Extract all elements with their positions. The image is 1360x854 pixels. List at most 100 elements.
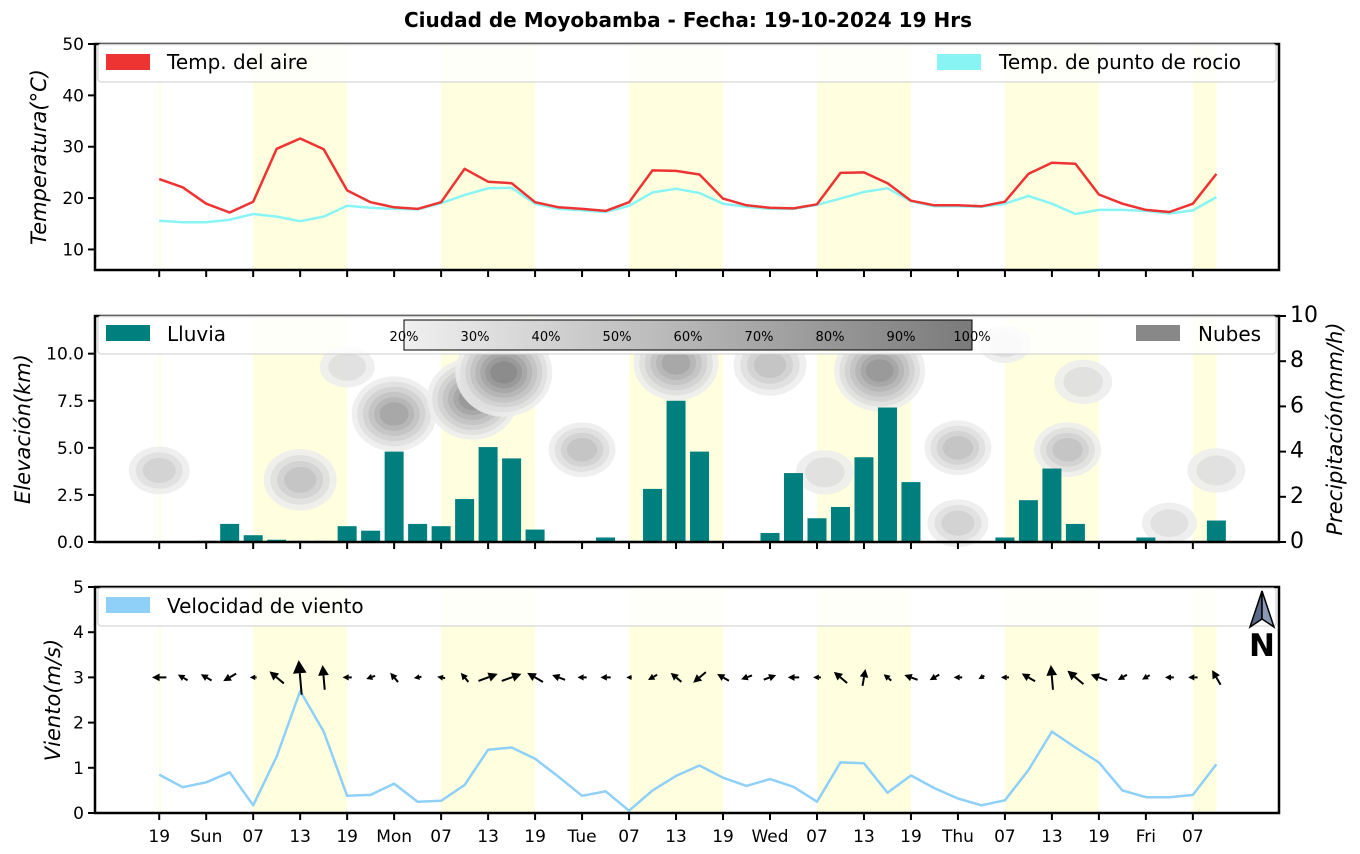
wind-arrow	[813, 674, 821, 681]
air-temp-line-point	[369, 201, 372, 204]
wind-arrow-shaft	[501, 676, 513, 682]
wind-arrow-head	[600, 674, 607, 681]
cloud-contour	[865, 359, 894, 382]
rain-bar	[525, 529, 545, 542]
wind-arrow-head	[1000, 674, 1007, 681]
legend-label-dew-point: Temp. de punto de rocio	[998, 50, 1241, 74]
air-temp-line-point	[1074, 162, 1077, 165]
wind-arrow-shaft	[1050, 675, 1054, 690]
wind-arrow-head	[1067, 670, 1078, 681]
x-tick-label: 19	[524, 827, 546, 847]
air-temp-line-point	[510, 182, 513, 185]
wind-arrow-head	[1117, 673, 1126, 681]
wind-speed-line-point	[158, 773, 161, 776]
wind-arrow-head	[269, 671, 280, 681]
dew-point-line-point	[228, 218, 231, 221]
air-temp-line-point	[557, 206, 560, 209]
wind-speed-line-point	[909, 774, 912, 777]
air-temp-line-point	[1097, 193, 1100, 196]
wind-speed-line-point	[440, 799, 443, 802]
wind-arrow-head	[223, 673, 232, 682]
wind-arrow-head	[1188, 674, 1195, 681]
wind-speed-line-point	[369, 793, 372, 796]
y-tick-label: 0	[73, 804, 84, 824]
y-tick-label: 0.0	[57, 533, 84, 553]
wind-arrow-shaft	[982, 674, 985, 678]
air-temp-line-point	[933, 204, 936, 207]
wind-frame	[93, 585, 1281, 815]
wind-arrow-head	[318, 665, 329, 676]
y-tick-label: 50	[62, 35, 84, 55]
day-band	[159, 316, 161, 542]
rain-bar	[830, 506, 850, 542]
air-temp-line-point	[604, 209, 607, 212]
rain-bar	[1018, 500, 1038, 542]
wind-arrow-head	[527, 672, 537, 681]
y-tick-label: 2.5	[57, 486, 84, 506]
wind-arrow	[1212, 670, 1222, 686]
legend-label-wind: Velocidad de viento	[167, 594, 364, 618]
cloud-contour	[942, 436, 974, 460]
air-temp-line-point	[674, 169, 677, 172]
x-tick-label: 19	[900, 827, 922, 847]
y-tick-label: 10	[1290, 303, 1318, 328]
rain-bar	[455, 499, 475, 542]
wind-arrow	[763, 674, 777, 682]
legend-label-air-temp: Temp. del aire	[166, 50, 308, 74]
wind-y-label: Viento(m/s)	[41, 639, 65, 761]
legend-swatch-air-temp	[106, 54, 150, 70]
wind-speed-line-point	[1050, 730, 1053, 733]
wind-arrow-shaft	[298, 673, 303, 695]
wind-arrow	[413, 674, 422, 680]
wind-arrow	[577, 674, 587, 681]
wind-arrow-head	[1212, 670, 1220, 680]
wind-arrow	[1067, 670, 1085, 685]
rain-bar	[1136, 537, 1156, 542]
cloud-contour	[1196, 455, 1237, 486]
wind-arrow-shaft	[229, 672, 237, 679]
wind-arrow	[883, 674, 892, 682]
cloud-cover-contours	[128, 325, 1246, 548]
dew-point-line-point	[1097, 208, 1100, 211]
x-tick-label: 19	[148, 827, 170, 847]
north-arrow-icon: N	[1248, 590, 1276, 664]
x-tick-label: 13	[853, 827, 875, 847]
wind-arrow	[1117, 673, 1128, 681]
x-tick-label: 07	[430, 827, 452, 847]
temperature-panel: 10 20 30 40 50 Temperatura(°C) Temp. del air…	[27, 35, 1281, 277]
cloud-contour	[1150, 509, 1189, 538]
precipitation-y-label: Precipitación(mm/h)	[1323, 322, 1347, 535]
rain-bar	[807, 518, 827, 542]
dew-point-line-point	[698, 191, 701, 194]
air-temp-line-point	[839, 171, 842, 174]
air-temp-line-point	[322, 148, 325, 151]
wind-arrow-shaft	[371, 674, 376, 678]
wind-speed-line	[158, 689, 1218, 812]
x-tick-label: 07	[242, 827, 264, 847]
rain-bar	[1065, 523, 1085, 542]
wind-arrow	[200, 674, 213, 682]
wind-arrow-head	[647, 673, 656, 681]
wind-arrow-head	[1046, 665, 1058, 676]
dew-point-line-point	[252, 212, 255, 215]
air-temp-line-point	[346, 189, 349, 192]
wind-arrow-head	[813, 674, 819, 681]
air-temp-line-point	[698, 173, 701, 176]
wind-speed-line-point	[463, 783, 466, 786]
dew-point-line-point	[322, 215, 325, 218]
wind-arrow-shaft	[464, 677, 470, 683]
wind-arrow	[626, 674, 632, 680]
wind-arrow	[600, 674, 611, 681]
north-arrow-right-half	[1261, 590, 1276, 629]
wind-speed-line-point	[393, 782, 396, 785]
wind-arrow	[1142, 673, 1151, 680]
wind-arrow-shaft	[558, 676, 566, 681]
x-tick-label: 07	[618, 827, 640, 847]
rain-bar	[596, 537, 616, 542]
wind-arrow-head	[366, 673, 374, 680]
y-tick-label: 20	[62, 189, 84, 209]
legend-swatch-dew-point	[937, 54, 981, 70]
y-tick-label: 6	[1290, 393, 1304, 418]
rain-bar	[666, 400, 686, 542]
wind-arrow-shaft	[763, 676, 770, 681]
